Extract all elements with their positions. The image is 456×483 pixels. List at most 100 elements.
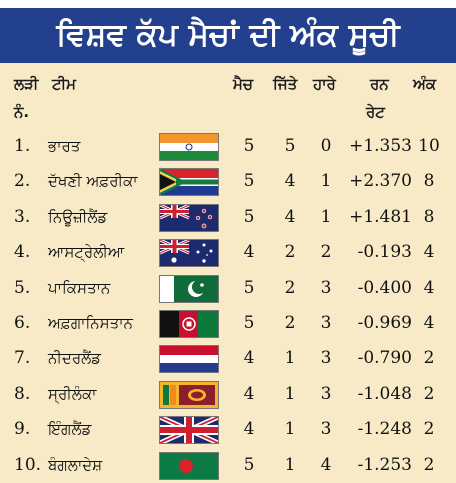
won-cell: 1 [284,454,296,475]
net-run-rate-cell: -1.253 [357,454,412,475]
team-name-cell: ਇੰਗਲੈਂਡ [48,420,92,439]
top-cropped-strip [0,0,456,8]
rank-cell: 7. [14,348,31,369]
points-cell: 2 [423,454,435,475]
matches-cell: 5 [243,206,255,227]
table-row: 3. ਨਿਊਜ਼ੀਲੈਂਡ 5 4 1 +1.481 8 [0,200,456,235]
matches-cell: 4 [243,348,255,369]
won-cell: 2 [284,242,296,263]
won-cell: 2 [284,277,296,298]
lost-cell: 4 [320,454,332,475]
rank-cell: 10. [14,454,42,475]
lost-cell: 0 [320,136,332,156]
points-cell: 4 [423,242,435,263]
england-flag-icon [158,414,220,446]
net-run-rate-cell: -1.248 [357,419,412,440]
rank-cell: 2. [14,171,31,192]
won-cell: 4 [284,206,296,227]
matches-cell: 5 [243,454,255,475]
matches-cell: 4 [243,419,255,440]
matches-cell: 5 [243,277,255,298]
won-cell: 1 [284,348,296,369]
table-row: 1. ਭਾਰਤ 5 5 0 +1.353 10 [0,129,456,164]
australia-flag-icon [159,238,218,267]
matches-cell: 4 [243,383,255,404]
matches-cell: 5 [243,171,255,192]
net-run-rate-cell: -0.193 [357,242,412,263]
matches-cell: 4 [243,242,255,263]
lost-cell: 2 [320,242,332,263]
netherlands-flag-icon [160,346,218,373]
net-run-rate-cell: +1.353 [349,136,412,156]
won-cell: 2 [284,313,296,333]
lost-cell: 3 [320,419,332,440]
lost-cell: 3 [320,313,332,333]
header-team: ਟੀਮ [52,75,77,93]
won-cell: 1 [284,419,296,440]
team-name-cell: ਆਸਟ੍ਰੇਲੀਆ [48,243,125,262]
won-cell: 5 [284,136,296,156]
team-name-cell: ਪਾਕਿਸਤਾਨ [48,278,111,297]
team-name-cell: ਨੀਦਰਲੈਂਡ [48,349,102,368]
table-row: 4. ਆਸਟ੍ਰੇਲੀਆ 4 2 2 -0.193 4 [0,235,456,270]
rank-cell: 3. [14,206,31,227]
points-table: ਲੜੀ ਨੰ. ਟੀਮ ਮੈਚ ਜਿੱਤੇ ਹਾਰੇ ਰਨ ਰੇਟ ਅੰਕ 1.… [0,63,456,483]
rank-cell: 8. [14,383,31,404]
header-rank-2: ਨੰ. [14,103,30,121]
lost-cell: 3 [320,383,332,404]
matches-cell: 5 [243,313,255,333]
header-lost: ਹਾਰੇ [313,75,336,93]
sri-lanka-flag-icon [160,381,218,408]
net-run-rate-cell: +1.481 [349,206,412,227]
new-zealand-flag-icon [159,203,218,231]
header-won: ਜਿੱਤੇ [273,75,298,93]
team-name-cell: ਸ੍ਰੀਲੰਕਾ [48,384,97,403]
header-matches: ਮੈਚ [233,75,253,93]
south-africa-flag-icon [159,169,218,196]
points-cell: 2 [423,419,435,440]
net-run-rate-cell: -0.400 [357,277,412,298]
rank-cell: 9. [14,419,31,440]
rank-cell: 5. [14,277,31,298]
lost-cell: 1 [320,206,332,227]
table-row: 5. ਪਾਕਿਸਤਾਨ 5 2 3 -0.400 4 [0,271,456,306]
header-rank: ਲੜੀ [14,75,39,93]
table-row: 6. ਅਫ਼ਗਾਨਿਸਤਾਨ 5 2 3 -0.969 4 [0,306,456,341]
net-run-rate-cell: -0.969 [357,313,412,333]
rank-cell: 6. [14,313,31,333]
points-cell: 4 [423,277,435,298]
net-run-rate-cell: -1.048 [357,383,412,404]
header-run-rate-2: ਰੇਟ [366,103,385,121]
points-cell: 2 [423,383,435,404]
table-row: 7. ਨੀਦਰਲੈਂਡ 4 1 3 -0.790 2 [0,341,456,376]
page-title: ਵਿਸ਼ਵ ਕੱਪ ਮੈਚਾਂ ਦੀ ਅੰਕ ਸੂਚੀ [0,8,456,63]
table-row: 9. ਇੰਗਲੈਂਡ 4 1 3 -1.248 2 [0,412,456,447]
rank-cell: 1. [14,136,31,156]
lost-cell: 3 [320,348,332,369]
net-run-rate-cell: +2.370 [349,171,412,192]
net-run-rate-cell: -0.790 [357,348,412,369]
points-cell: 8 [423,171,435,192]
table-row: 8. ਸ੍ਰੀਲੰਕਾ 4 1 3 -1.048 2 [0,377,456,412]
team-name-cell: ਭਾਰਤ [48,137,81,155]
pakistan-flag-icon [160,275,218,302]
afghanistan-flag-icon [160,311,218,337]
points-cell: 4 [423,313,435,333]
team-name-cell: ਅਫ਼ਗਾਨਿਸਤਾਨ [48,314,133,332]
lost-cell: 1 [320,171,332,192]
won-cell: 1 [284,383,296,404]
matches-cell: 5 [243,136,255,156]
points-cell: 2 [423,348,435,369]
team-name-cell: ਨਿਊਜ਼ੀਲੈਂਡ [48,207,108,226]
bangladesh-flag-icon [160,452,218,479]
india-flag-icon [160,134,218,160]
header-run-rate: ਰਨ [370,75,389,93]
team-name-cell: ਬੰਗਲਾਦੇਸ਼ [48,455,103,474]
rank-cell: 4. [14,242,31,263]
lost-cell: 3 [320,277,332,298]
table-row: 10. ਬੰਗਲਾਦੇਸ਼ 5 1 4 -1.253 2 [0,448,456,483]
team-name-cell: ਦੱਖਣੀ ਅਫ਼ਰੀਕਾ [48,172,138,191]
won-cell: 4 [284,171,296,192]
table-row: 2. ਦੱਖਣੀ ਅਫ਼ਰੀਕਾ 5 4 1 +2.370 8 [0,164,456,199]
points-cell: 8 [423,206,435,227]
